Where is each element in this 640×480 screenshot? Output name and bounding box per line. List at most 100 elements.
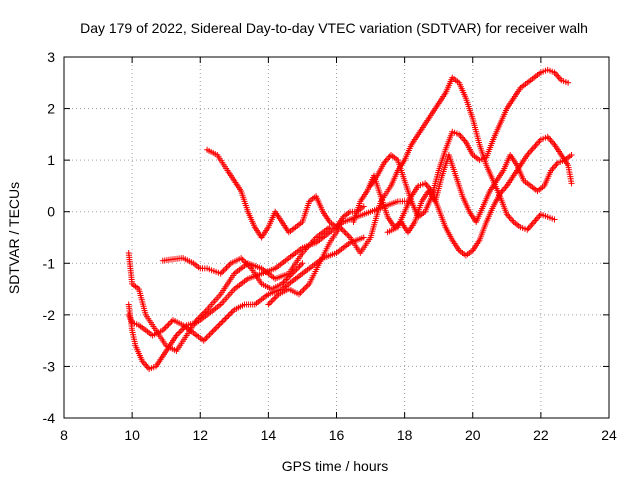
data-point bbox=[162, 324, 169, 331]
data-point bbox=[303, 283, 310, 290]
data-point bbox=[299, 260, 306, 267]
data-point bbox=[272, 294, 279, 301]
data-point bbox=[218, 320, 225, 326]
data-point bbox=[383, 156, 390, 163]
data-point bbox=[165, 321, 172, 328]
chart-title: Day 179 of 2022, Sidereal Day-to-day VTE… bbox=[80, 20, 588, 36]
data-point bbox=[528, 222, 535, 229]
data-point bbox=[568, 151, 575, 158]
series-track bbox=[350, 151, 575, 236]
y-tick-label: -3 bbox=[43, 358, 56, 374]
data-point bbox=[219, 318, 226, 325]
x-tick-label: 24 bbox=[601, 427, 617, 443]
data-point bbox=[159, 327, 166, 334]
y-tick-label: 1 bbox=[47, 152, 55, 168]
data-point bbox=[342, 230, 349, 237]
data-point bbox=[269, 297, 276, 304]
series-track bbox=[159, 255, 306, 293]
data-point bbox=[226, 311, 233, 318]
axis-ticks bbox=[63, 56, 610, 419]
x-tick-label: 20 bbox=[465, 427, 481, 443]
x-tick-label: 18 bbox=[397, 427, 413, 443]
y-tick-label: 2 bbox=[47, 101, 55, 117]
series-track bbox=[204, 146, 367, 241]
data-point bbox=[221, 317, 228, 323]
data-point bbox=[535, 139, 542, 146]
series-track bbox=[265, 74, 558, 308]
data-point bbox=[265, 301, 272, 308]
data-markers bbox=[125, 66, 575, 372]
data-point bbox=[228, 309, 235, 316]
data-point bbox=[225, 312, 232, 319]
data-point bbox=[360, 203, 367, 210]
data-point bbox=[266, 300, 273, 307]
data-point bbox=[215, 322, 222, 329]
data-point bbox=[208, 330, 214, 337]
data-point bbox=[528, 147, 535, 154]
data-point bbox=[280, 279, 287, 286]
data-point bbox=[326, 224, 333, 231]
data-point bbox=[177, 328, 184, 335]
data-point bbox=[290, 269, 297, 276]
data-point bbox=[301, 285, 308, 292]
data-point bbox=[341, 228, 348, 235]
data-point bbox=[271, 295, 278, 302]
x-tick-label: 10 bbox=[124, 427, 140, 443]
data-point bbox=[529, 145, 536, 152]
data-point bbox=[205, 333, 211, 340]
x-tick-label: 16 bbox=[329, 427, 345, 443]
y-tick-label: -4 bbox=[43, 410, 56, 426]
data-point bbox=[176, 329, 183, 336]
data-point bbox=[209, 328, 216, 335]
data-point bbox=[210, 327, 217, 334]
y-tick-label: 0 bbox=[47, 204, 55, 220]
data-point bbox=[223, 264, 230, 271]
series-track bbox=[125, 198, 415, 372]
grid-lines bbox=[64, 57, 609, 418]
data-point bbox=[206, 331, 213, 338]
data-point bbox=[533, 141, 540, 148]
x-tick-label: 22 bbox=[533, 427, 549, 443]
data-point bbox=[268, 298, 275, 305]
data-point bbox=[423, 181, 430, 188]
x-tick-label: 12 bbox=[192, 427, 208, 443]
data-point bbox=[300, 286, 307, 293]
series-track bbox=[125, 234, 367, 344]
data-point bbox=[527, 148, 533, 155]
data-point bbox=[550, 164, 557, 171]
data-point bbox=[460, 136, 467, 142]
data-point bbox=[239, 256, 246, 263]
data-point bbox=[568, 180, 575, 187]
data-point bbox=[164, 322, 171, 329]
data-point bbox=[360, 234, 367, 241]
y-tick-label: -1 bbox=[43, 255, 56, 271]
data-point bbox=[344, 231, 351, 238]
data-point bbox=[551, 216, 558, 223]
data-point bbox=[338, 225, 345, 232]
y-tick-label: -2 bbox=[43, 307, 56, 323]
data-point bbox=[213, 324, 220, 331]
data-point bbox=[222, 266, 229, 273]
x-axis-label: GPS time / hours bbox=[282, 458, 389, 474]
data-point bbox=[565, 79, 572, 86]
data-point bbox=[212, 325, 219, 332]
x-tick-label: 14 bbox=[261, 427, 277, 443]
data-point bbox=[220, 267, 227, 274]
data-point bbox=[339, 227, 346, 234]
data-point bbox=[552, 162, 559, 169]
data-point bbox=[202, 336, 209, 343]
data-point bbox=[506, 214, 513, 221]
data-point bbox=[246, 264, 253, 270]
data-point bbox=[345, 233, 352, 239]
data-point bbox=[225, 263, 231, 270]
data-point bbox=[219, 269, 226, 276]
data-point bbox=[200, 337, 207, 344]
data-point bbox=[536, 212, 543, 219]
y-axis-label: SDTVAR / TECUs bbox=[6, 182, 22, 294]
x-tick-label: 8 bbox=[60, 427, 68, 443]
data-point bbox=[297, 289, 304, 296]
y-tick-label: 3 bbox=[47, 49, 55, 65]
data-point bbox=[216, 321, 223, 328]
